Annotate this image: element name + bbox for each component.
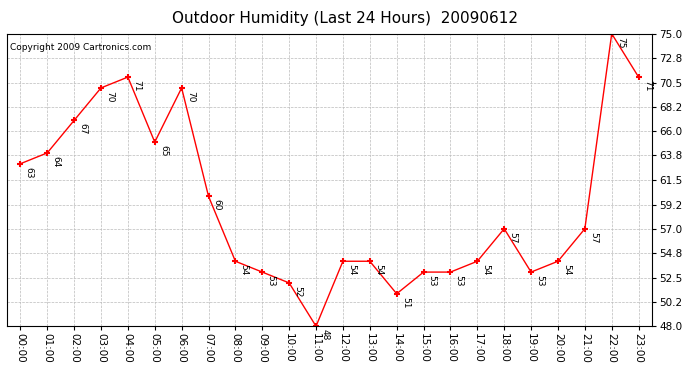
Text: 54: 54 [562, 264, 571, 275]
Text: 48: 48 [320, 329, 329, 340]
Text: 52: 52 [293, 286, 302, 297]
Text: 57: 57 [589, 231, 598, 243]
Text: Outdoor Humidity (Last 24 Hours)  20090612: Outdoor Humidity (Last 24 Hours) 2009061… [172, 11, 518, 26]
Text: 64: 64 [51, 156, 61, 167]
Text: 71: 71 [132, 80, 141, 92]
Text: 71: 71 [643, 80, 652, 92]
Text: 63: 63 [25, 166, 34, 178]
Text: 70: 70 [105, 91, 114, 102]
Text: 53: 53 [266, 275, 275, 286]
Text: 57: 57 [509, 231, 518, 243]
Text: 75: 75 [616, 36, 625, 48]
Text: 53: 53 [535, 275, 544, 286]
Text: 54: 54 [482, 264, 491, 275]
Text: 53: 53 [455, 275, 464, 286]
Text: Copyright 2009 Cartronics.com: Copyright 2009 Cartronics.com [10, 42, 151, 51]
Text: 54: 54 [374, 264, 383, 275]
Text: 60: 60 [213, 199, 221, 210]
Text: 54: 54 [239, 264, 248, 275]
Text: 51: 51 [401, 297, 410, 308]
Text: 53: 53 [428, 275, 437, 286]
Text: 70: 70 [186, 91, 195, 102]
Text: 67: 67 [78, 123, 87, 135]
Text: 54: 54 [347, 264, 356, 275]
Text: 65: 65 [159, 145, 168, 156]
